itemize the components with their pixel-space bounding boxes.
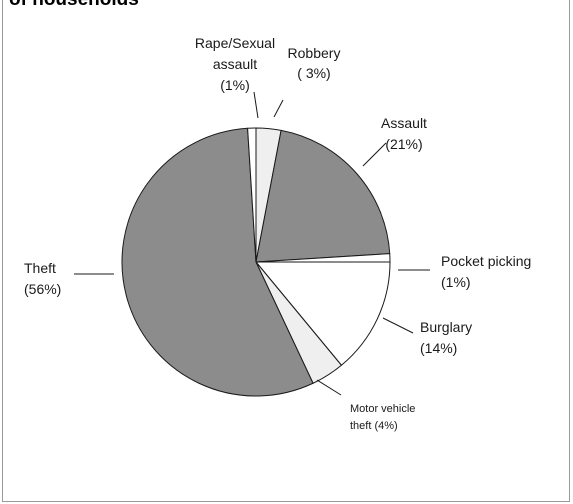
slice-label-theft: Theft (56%) — [24, 260, 61, 297]
pie-slice-assault — [255, 129, 391, 263]
chart-title: of households — [9, 0, 139, 11]
leader-line-rape-sexual — [253, 91, 259, 119]
pie-slice-theft — [121, 127, 314, 397]
slice-label-pocket-picking: Pocket picking (1%) — [441, 253, 531, 290]
leader-line-motor-vehicle — [316, 379, 342, 396]
pie-slice-burglary — [255, 261, 391, 366]
leader-line-robbery — [273, 99, 284, 118]
slice-label-burglary: Burglary (14%) — [420, 319, 472, 356]
leader-line-assault — [362, 142, 387, 167]
slice-label-robbery: Robbery( 3%) — [288, 45, 341, 81]
slice-label-assault: Assault (21%) — [381, 115, 427, 152]
slice-label-rape-sexual: Rape/Sexual assault (1%) — [195, 35, 275, 93]
leader-line-burglary — [382, 317, 414, 334]
slice-label-motor-vehicle: Motor vehicle theft (4%) — [350, 403, 415, 432]
pie-slice-rape-sexual — [247, 127, 257, 263]
